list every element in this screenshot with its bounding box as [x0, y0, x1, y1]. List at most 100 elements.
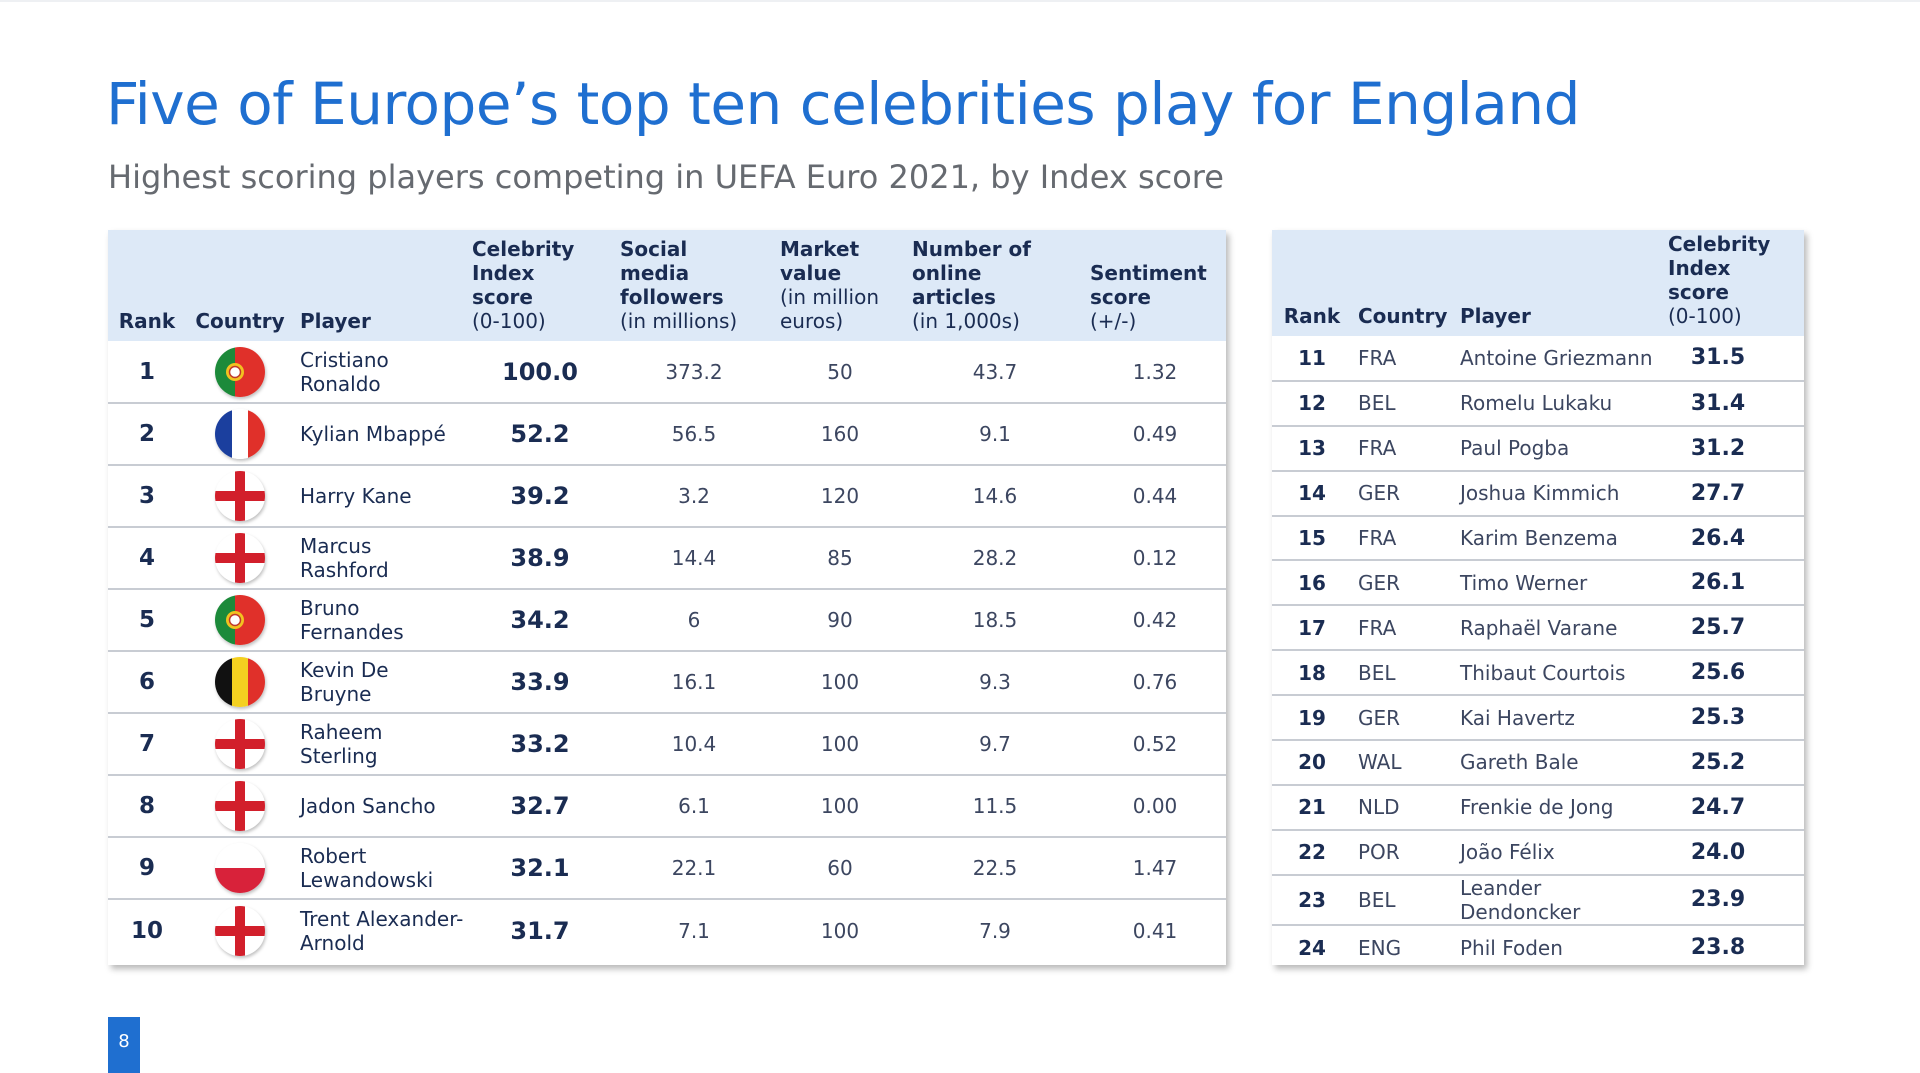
rank-cell: 21	[1298, 795, 1326, 820]
rank-cell: 3	[138, 483, 155, 509]
header-rank: Rank	[118, 309, 176, 333]
country-cell	[186, 403, 294, 465]
market-value: 100	[820, 918, 860, 943]
rank-cell: 22	[1298, 840, 1326, 865]
rank-cell: 13	[1298, 436, 1326, 461]
online-articles: 11.5	[972, 794, 1018, 818]
country-cell	[186, 899, 294, 961]
social-followers: 14.4	[671, 546, 717, 570]
player-name: Harry Kane	[300, 484, 412, 508]
rank-cell: 5	[138, 607, 155, 633]
table-row: 4 Marcus Rashford 38.9 14.4 85 28.2 0.12	[108, 527, 1226, 589]
index-score: 52.2	[510, 420, 570, 448]
rank-cell: 12	[1298, 391, 1326, 416]
index-score: 26.4	[1690, 525, 1746, 551]
rank-cell: 14	[1298, 481, 1326, 506]
country-code: WAL	[1358, 750, 1402, 775]
index-score: 38.9	[510, 544, 570, 572]
index-score: 23.9	[1690, 887, 1746, 913]
table-row: 19 GER Kai Havertz 25.3	[1272, 695, 1804, 740]
country-code: GER	[1358, 705, 1401, 730]
player-name: Kevin De Bruyne	[300, 658, 389, 706]
table-row: 14 GER Joshua Kimmich 27.7	[1272, 470, 1804, 516]
rank-cell: 7	[138, 731, 155, 757]
country-code: FRA	[1358, 436, 1397, 461]
country-code: FRA	[1358, 345, 1397, 370]
table-row: 12 BEL Romelu Lukaku 31.4	[1272, 380, 1804, 426]
social-followers: 16.1	[671, 670, 717, 694]
player-name: Trent Alexander-Arnold	[300, 906, 464, 955]
table-row: 11 FRA Antoine Griezmann 31.5	[1272, 336, 1804, 381]
main-ranking-table-card: Rank Country Player Celebrity Index scor…	[108, 230, 1226, 965]
country-cell	[186, 713, 294, 775]
country-cell	[186, 527, 294, 589]
rank-cell: 10	[130, 917, 163, 944]
table-row: 8 Jadon Sancho 32.7 6.1 100 11.5 0.00	[108, 775, 1226, 837]
player-name: João Félix	[1460, 840, 1555, 865]
sentiment-score: 0.42	[1132, 608, 1178, 632]
social-followers: 373.2	[665, 359, 723, 384]
index-score: 24.0	[1690, 839, 1746, 865]
country-cell	[186, 465, 294, 527]
england-flag-icon	[215, 905, 265, 956]
country-code: FRA	[1358, 615, 1397, 640]
index-score: 33.9	[510, 668, 570, 696]
online-articles: 22.5	[972, 856, 1018, 880]
top-divider	[0, 0, 1920, 2]
sentiment-score: 1.47	[1132, 856, 1178, 880]
index-score: 27.7	[1690, 480, 1746, 506]
table-row: 22 POR João Félix 24.0	[1272, 829, 1804, 875]
country-cell	[186, 651, 294, 713]
belgium-flag-icon	[215, 657, 265, 707]
rank-cell: 17	[1298, 615, 1326, 640]
country-cell	[186, 775, 294, 837]
index-score: 31.5	[1690, 345, 1746, 371]
header-index-score: Celebrity Index score (0-100)	[466, 230, 614, 341]
table-row: 7 Raheem Sterling 33.2 10.4 100 9.7 0.52	[108, 713, 1226, 775]
index-score: 34.2	[510, 606, 570, 634]
table-header-row: Rank Country Player Celebrity Index scor…	[108, 230, 1226, 341]
sentiment-score: 0.76	[1132, 670, 1178, 694]
table-row: 1 Cristiano Ronaldo 100.0 373.2 50 43.7 1.32	[108, 341, 1226, 403]
side-table-header-row: Rank Country Player Celebrity Index scor…	[1272, 230, 1804, 336]
side-header-country: Country	[1358, 304, 1448, 328]
country-code: BEL	[1358, 391, 1396, 416]
index-score: 100.0	[502, 357, 578, 386]
player-name: Karim Benzema	[1460, 526, 1618, 550]
player-name: Marcus Rashford	[300, 534, 389, 582]
player-name: Raheem Sterling	[300, 720, 383, 768]
country-code: FRA	[1358, 526, 1397, 550]
page-title: Five of Europe’s top ten celebrities pla…	[106, 70, 1580, 138]
table-row: 6 Kevin De Bruyne 33.9 16.1 100 9.3 0.76	[108, 651, 1226, 713]
table-row: 3 Harry Kane 39.2 3.2 120 14.6 0.44	[108, 465, 1226, 527]
england-flag-icon	[215, 719, 265, 769]
player-name: Cristiano Ronaldo	[300, 347, 389, 396]
header-online-articles: Number of online articles (in 1,000s)	[906, 230, 1084, 341]
player-name: Phil Foden	[1460, 935, 1563, 960]
header-player: Player	[300, 309, 371, 333]
side-header-score-label: Celebrity Index score	[1668, 232, 1771, 304]
market-value: 90	[827, 608, 853, 632]
country-code: POR	[1358, 840, 1400, 865]
social-followers: 7.1	[678, 918, 710, 943]
index-score: 32.1	[510, 854, 570, 882]
header-index-score-unit: (0-100)	[472, 309, 546, 333]
index-score: 23.8	[1690, 935, 1746, 961]
rank-cell: 23	[1298, 887, 1326, 912]
index-score: 33.2	[510, 730, 570, 758]
social-followers: 6	[687, 608, 701, 632]
header-sentiment-label: Sentiment score	[1090, 261, 1207, 309]
market-value: 120	[820, 484, 860, 508]
sentiment-score: 0.44	[1132, 484, 1178, 508]
side-ranking-table: Rank Country Player Celebrity Index scor…	[1272, 230, 1804, 970]
header-sentiment-score: Sentiment score (+/-)	[1084, 230, 1226, 341]
rank-cell: 20	[1298, 750, 1326, 775]
player-name: Antoine Griezmann	[1460, 345, 1653, 370]
country-cell	[186, 837, 294, 899]
player-name: Robert Lewandowski	[300, 844, 434, 892]
country-code: BEL	[1358, 660, 1396, 685]
index-score: 31.2	[1690, 435, 1746, 461]
table-row: 21 NLD Frenkie de Jong 24.7	[1272, 784, 1804, 830]
table-row: 13 FRA Paul Pogba 31.2	[1272, 425, 1804, 471]
country-code: GER	[1358, 570, 1401, 595]
